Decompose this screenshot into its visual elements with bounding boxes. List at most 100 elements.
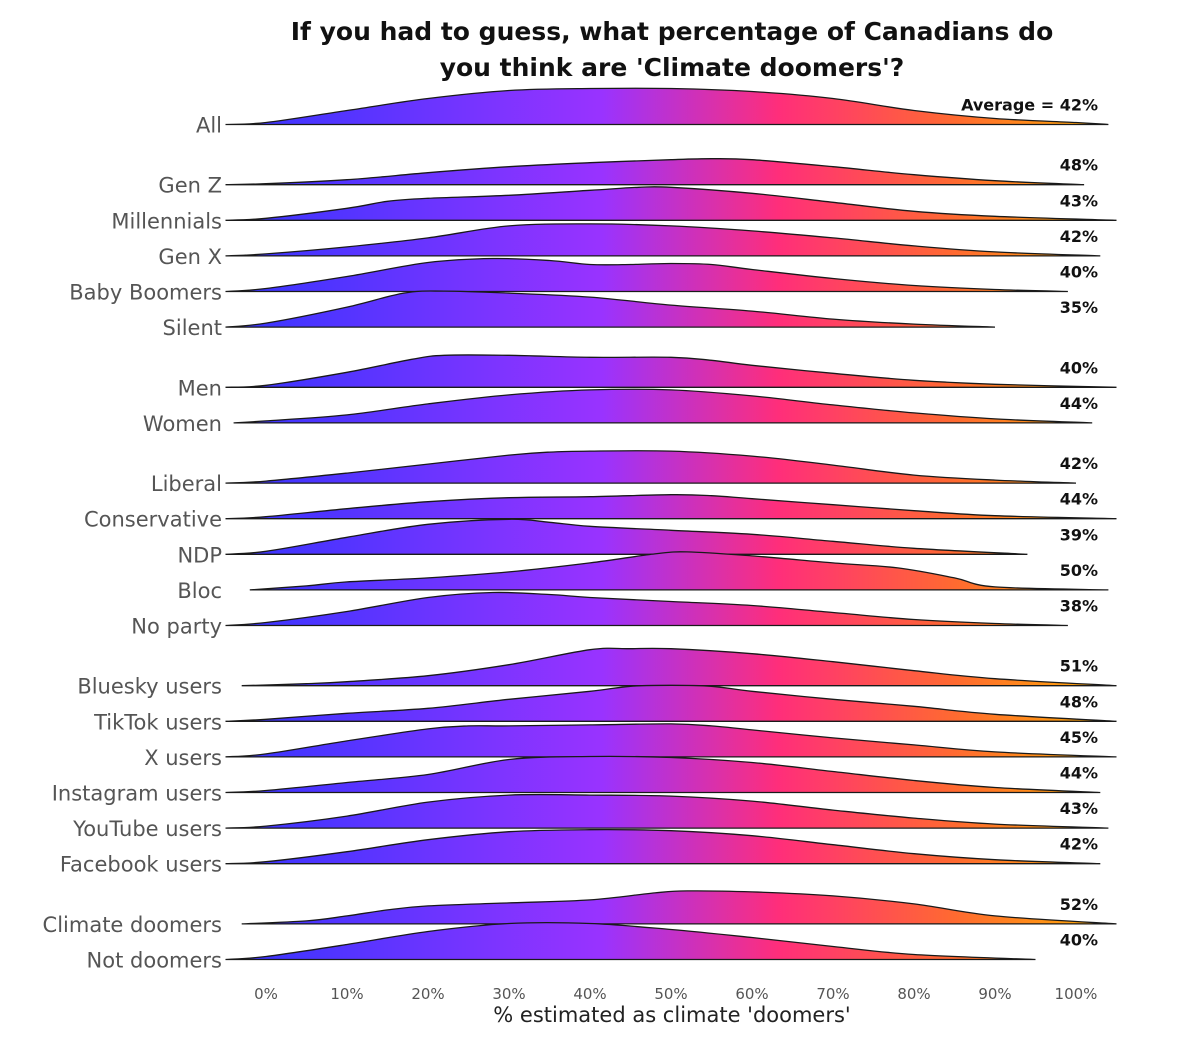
ridge-fill-youtube-users xyxy=(225,794,1109,829)
ridge-fill-tiktok-users xyxy=(225,685,1117,722)
row-label-bloc: Bloc xyxy=(177,579,222,603)
ridge-outline-tiktok-users xyxy=(225,684,1117,722)
ridge-row-women: Women 44% xyxy=(143,388,1098,436)
ridge-outline-facebook-users xyxy=(225,828,1101,865)
ridge-row-no-party: No party 38% xyxy=(131,591,1098,639)
avg-label-tiktok-users: 48% xyxy=(1060,692,1098,711)
ridge-row-conservative: Conservative 44% xyxy=(84,490,1117,532)
x-tick-90pct: 90% xyxy=(978,985,1011,1003)
ridge-outline-no-party xyxy=(225,591,1068,627)
row-label-conservative: Conservative xyxy=(84,508,222,532)
ridge-row-bloc: Bloc 50% xyxy=(177,551,1109,603)
ridge-fill-gen-z xyxy=(225,158,1085,185)
ridge-fill-climate-doomers xyxy=(241,890,1117,924)
ridge-outline-conservative xyxy=(225,494,1117,520)
ridge-row-liberal: Liberal 42% xyxy=(151,450,1098,496)
ridge-outline-climate-doomers xyxy=(241,890,1117,925)
row-label-all: All xyxy=(196,114,222,138)
avg-label-bluesky-users: 51% xyxy=(1060,657,1098,676)
avg-label-x-users: 45% xyxy=(1060,728,1098,747)
ridge-outline-liberal xyxy=(225,450,1077,484)
row-label-women: Women xyxy=(143,412,222,436)
row-label-millennials: Millennials xyxy=(111,209,222,233)
ridge-outline-gen-z xyxy=(225,158,1085,186)
x-tick-60pct: 60% xyxy=(735,985,768,1003)
x-tick-0pct: 0% xyxy=(254,985,278,1003)
ridge-row-gen-x: Gen X 42% xyxy=(158,223,1101,269)
ridge-row-gen-z: Gen Z 48% xyxy=(158,156,1098,198)
avg-label-facebook-users: 42% xyxy=(1060,835,1098,854)
x-tick-10pct: 10% xyxy=(330,985,363,1003)
x-tick-50pct: 50% xyxy=(654,985,687,1003)
avg-label-women: 44% xyxy=(1060,394,1098,413)
avg-label-gen-x: 42% xyxy=(1060,227,1098,246)
avg-label-all: Average = 42% xyxy=(961,96,1098,115)
ridge-row-men: Men 40% xyxy=(178,354,1117,400)
row-label-not-doomers: Not doomers xyxy=(87,949,222,973)
ridge-row-x-users: X users 45% xyxy=(144,723,1117,770)
ridge-outline-not-doomers xyxy=(225,921,1036,961)
row-label-tiktok-users: TikTok users xyxy=(93,710,222,734)
ridge-fill-bloc xyxy=(249,551,1109,590)
avg-label-bloc: 50% xyxy=(1060,561,1098,580)
ridge-fill-ndp xyxy=(225,519,1028,555)
x-tick-100pct: 100% xyxy=(1055,985,1098,1003)
avg-label-not-doomers: 40% xyxy=(1060,931,1098,950)
chart-title-line-2: you think are 'Climate doomers'? xyxy=(440,53,905,82)
row-label-silent: Silent xyxy=(163,316,222,340)
avg-label-millennials: 43% xyxy=(1060,191,1098,210)
ridge-outline-millennials xyxy=(225,186,1117,221)
x-tick-20pct: 20% xyxy=(411,985,444,1003)
avg-label-men: 40% xyxy=(1060,358,1098,377)
ridge-outline-bloc xyxy=(249,551,1109,591)
avg-label-gen-z: 48% xyxy=(1060,156,1098,175)
ridge-row-all: All Average = 42% xyxy=(196,87,1109,138)
ridge-fill-instagram-users xyxy=(225,756,1101,793)
row-label-bluesky-users: Bluesky users xyxy=(77,675,222,699)
ridge-row-instagram-users: Instagram users 44% xyxy=(52,755,1101,806)
x-axis-label: % estimated as climate 'doomers' xyxy=(493,1003,850,1027)
avg-label-conservative: 44% xyxy=(1060,490,1098,509)
ridge-row-climate-doomers: Climate doomers 52% xyxy=(43,890,1117,937)
row-label-x-users: X users xyxy=(144,746,222,770)
ridge-outline-bluesky-users xyxy=(241,647,1117,687)
ridge-fill-liberal xyxy=(225,450,1076,484)
ridge-outline-x-users xyxy=(225,723,1117,758)
ridge-fill-millennials xyxy=(225,186,1117,221)
row-label-no-party: No party xyxy=(131,615,222,639)
avg-label-instagram-users: 44% xyxy=(1060,764,1098,783)
row-label-climate-doomers: Climate doomers xyxy=(43,913,222,937)
x-tick-80pct: 80% xyxy=(897,985,930,1003)
ridge-outline-men xyxy=(225,354,1117,388)
ridge-fill-gen-x xyxy=(225,223,1101,256)
row-label-gen-z: Gen Z xyxy=(158,174,222,198)
avg-label-liberal: 42% xyxy=(1060,454,1098,473)
x-tick-30pct: 30% xyxy=(492,985,525,1003)
ridge-row-not-doomers: Not doomers 40% xyxy=(87,921,1098,973)
avg-label-no-party: 38% xyxy=(1060,597,1098,616)
ridge-outline-instagram-users xyxy=(225,755,1101,794)
ridge-outline-youtube-users xyxy=(225,793,1109,829)
x-tick-40pct: 40% xyxy=(573,985,606,1003)
ridge-fill-all xyxy=(225,88,1109,125)
ridge-fill-men xyxy=(225,354,1117,388)
avg-label-baby-boomers: 40% xyxy=(1060,263,1098,282)
row-label-liberal: Liberal xyxy=(151,472,222,496)
ridge-outline-all xyxy=(225,87,1109,126)
ridge-row-tiktok-users: TikTok users 48% xyxy=(93,684,1117,734)
avg-label-silent: 35% xyxy=(1060,298,1098,317)
ridge-fill-baby-boomers xyxy=(225,258,1068,292)
ridge-row-youtube-users: YouTube users 43% xyxy=(72,793,1109,841)
ridge-outline-ndp xyxy=(225,518,1028,555)
row-label-gen-x: Gen X xyxy=(158,245,222,269)
chart-title-line-1: If you had to guess, what percentage of … xyxy=(291,17,1054,46)
ridge-outline-women xyxy=(233,388,1093,424)
x-tick-70pct: 70% xyxy=(816,985,849,1003)
ridge-fill-silent xyxy=(225,291,995,328)
row-label-men: Men xyxy=(178,376,222,400)
row-label-youtube-users: YouTube users xyxy=(72,817,222,841)
ridge-outline-silent xyxy=(225,290,996,328)
